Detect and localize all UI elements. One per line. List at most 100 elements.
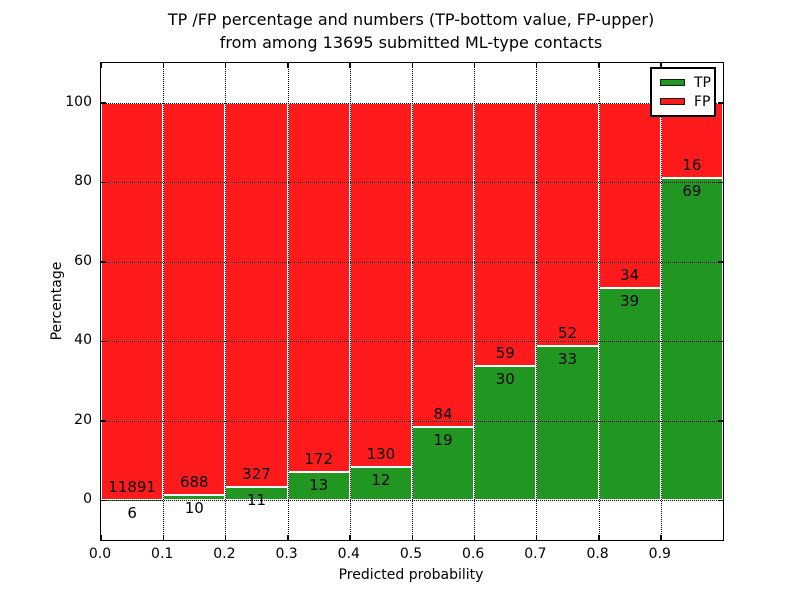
y-tick-mark	[101, 340, 106, 343]
y-tick-mark	[718, 499, 723, 502]
x-tick-label: 0.7	[524, 546, 547, 562]
gridline-vertical	[349, 63, 351, 540]
x-tick-mark	[349, 535, 351, 540]
y-tick-label: 60	[74, 252, 92, 269]
bar-segment-tp	[598, 287, 661, 501]
plot-area: TP FP 11891 6 688 10 327 11 172 13 130 12 84 19 59 30 5…	[100, 62, 724, 541]
x-tick-mark	[598, 63, 600, 68]
x-tick-mark	[100, 535, 102, 540]
fp-count-label: 34	[620, 265, 640, 284]
bar-segment-tp	[287, 472, 350, 501]
gridline-horizontal	[101, 420, 723, 422]
fp-count-label: 16	[682, 155, 702, 174]
x-tick-label: 0.8	[586, 546, 609, 562]
y-tick-mark	[718, 181, 723, 184]
y-tick-label: 0	[83, 491, 92, 508]
gridline-vertical	[536, 63, 538, 540]
x-tick-label: 0.9	[648, 546, 671, 562]
legend-entry-tp: TP	[660, 73, 714, 92]
x-tick-mark	[411, 63, 413, 68]
legend-swatch-tp	[660, 79, 685, 86]
y-tick-mark	[101, 181, 106, 184]
fp-count-label: 130	[366, 444, 396, 463]
gridline-vertical	[163, 63, 165, 540]
y-tick-mark	[718, 420, 723, 422]
x-tick-mark	[224, 63, 227, 68]
x-tick-label: 0.0	[88, 546, 112, 562]
x-tick-mark	[287, 535, 289, 540]
gridline-horizontal	[101, 102, 723, 104]
legend-label-tp: TP	[694, 74, 711, 91]
tp-count-label: 33	[557, 349, 578, 368]
chart-title-line2: from among 13695 submitted ML-type conta…	[219, 33, 603, 52]
gridline-vertical	[660, 63, 662, 540]
y-axis-label: Percentage	[49, 261, 65, 341]
bar-segment-fp	[225, 102, 288, 488]
x-tick-mark	[473, 535, 476, 540]
y-tick-label: 80	[74, 173, 92, 190]
bar-segment-fp	[287, 102, 350, 473]
y-tick-mark	[718, 102, 723, 104]
y-tick-label: 40	[74, 332, 92, 349]
y-tick-label: 100	[65, 93, 92, 110]
x-tick-label: 0.1	[151, 546, 174, 562]
bar-segment-fp	[349, 102, 412, 467]
fp-count-label: 84	[433, 404, 453, 423]
bar-segment-fp	[163, 102, 226, 495]
tp-count-label: 12	[371, 470, 391, 489]
gridline-vertical	[598, 63, 600, 540]
bar-segment-fp	[101, 102, 164, 501]
x-tick-mark	[287, 63, 289, 68]
x-tick-mark	[535, 535, 538, 540]
x-tick-mark	[473, 63, 476, 68]
y-tick-mark	[101, 499, 106, 502]
tp-count-label: 10	[184, 498, 204, 517]
x-tick-label: 0.5	[399, 546, 423, 562]
fp-count-label: 59	[495, 344, 515, 363]
gridline-vertical	[474, 63, 476, 540]
gridline-horizontal	[101, 341, 723, 343]
x-tick-label: 0.3	[275, 546, 298, 562]
tp-count-label: 69	[682, 181, 702, 200]
x-tick-label: 0.6	[462, 546, 485, 562]
tp-count-label: 13	[309, 476, 329, 495]
gridline-horizontal	[101, 261, 723, 263]
legend: TP FP	[650, 67, 716, 117]
x-tick-label: 0.2	[213, 546, 236, 562]
bar-segment-fp	[474, 102, 537, 367]
gridline-vertical	[412, 63, 413, 540]
x-tick-mark	[100, 63, 102, 68]
chart-title-line1: TP /FP percentage and numbers (TP-bottom…	[167, 10, 655, 29]
fp-count-label: 11891	[108, 478, 156, 497]
x-tick-mark	[411, 535, 413, 540]
chart-title: TP /FP percentage and numbers (TP-bottom…	[100, 8, 722, 54]
x-axis-label: Predicted probability	[338, 567, 484, 583]
tp-count-label: 11	[246, 491, 267, 510]
fp-count-label: 688	[179, 472, 209, 491]
x-tick-mark	[535, 63, 538, 68]
y-tick-mark	[101, 102, 106, 104]
y-tick-label: 20	[74, 411, 92, 428]
y-tick-mark	[101, 261, 106, 263]
fp-count-label: 327	[242, 465, 271, 484]
y-tick-mark	[101, 420, 106, 422]
tp-count-label: 6	[127, 504, 137, 523]
gridline-vertical	[287, 63, 289, 540]
y-tick-mark	[718, 261, 723, 263]
tp-count-label: 30	[495, 370, 515, 389]
legend-swatch-fp	[660, 98, 685, 105]
gridline-vertical	[225, 63, 227, 540]
bar-segment-fp	[412, 102, 475, 427]
bar-segment-tp	[474, 366, 537, 501]
fp-count-label: 52	[557, 323, 578, 342]
y-tick-mark	[718, 340, 723, 343]
x-tick-mark	[162, 63, 165, 68]
x-tick-mark	[162, 535, 165, 540]
bar-segment-tp	[660, 177, 723, 501]
legend-entry-fp: FP	[660, 92, 714, 111]
fp-count-label: 172	[304, 450, 333, 469]
bar-segment-fp	[536, 102, 599, 346]
bar-segment-fp	[598, 102, 661, 288]
bar-segment-tp	[412, 426, 475, 501]
legend-label-fp: FP	[694, 93, 711, 110]
